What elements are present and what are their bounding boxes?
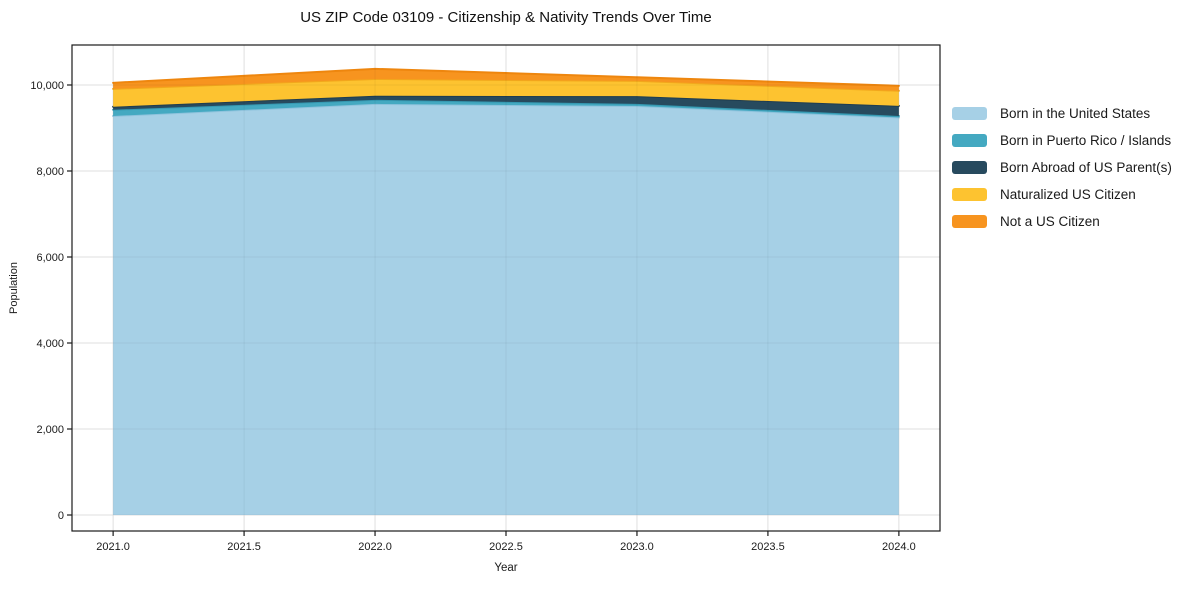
x-tick-label: 2022.0 (358, 541, 392, 553)
x-tick-label: 2024.0 (882, 541, 916, 553)
legend-swatch-naturalized-us-citizen (952, 188, 987, 201)
chart-title: US ZIP Code 03109 - Citizenship & Nativi… (300, 9, 712, 26)
y-tick-label: 4,000 (36, 338, 64, 350)
legend-label: Not a US Citizen (1000, 214, 1100, 229)
legend-item-born-abroad-of-us-parent-s: Born Abroad of US Parent(s) (952, 154, 1172, 181)
area-born-in-the-united-states (113, 103, 899, 516)
legend-label: Born in Puerto Rico / Islands (1000, 133, 1172, 148)
legend-label: Naturalized US Citizen (1000, 187, 1136, 202)
x-tick-label: 2021.0 (96, 541, 130, 553)
x-axis-label: Year (494, 562, 518, 574)
legend-swatch-born-in-puerto-rico-islands (952, 134, 987, 147)
legend-item-naturalized-us-citizen: Naturalized US Citizen (952, 181, 1172, 208)
area-born-abroad-of-us-parent-s (113, 95, 899, 116)
legend-label: Born Abroad of US Parent(s) (1000, 160, 1172, 175)
legend: Born in the United States Born in Puerto … (952, 100, 1172, 235)
y-axis-label: Population (8, 262, 20, 314)
x-tick-label: 2021.5 (227, 541, 261, 553)
legend-swatch-not-a-us-citizen (952, 215, 987, 228)
legend-label: Born in the United States (1000, 106, 1151, 121)
area-not-a-us-citizen (113, 68, 899, 91)
legend-swatch-born-abroad-of-us-parent-s (952, 161, 987, 174)
x-tick-label: 2022.5 (489, 541, 523, 553)
legend-item-born-in-the-united-states: Born in the United States (952, 100, 1172, 127)
y-tick-label: 6,000 (36, 252, 64, 264)
y-tick-label: 0 (58, 510, 64, 522)
area-line-not-a-us-citizen (112, 67, 900, 87)
area-naturalized-us-citizen (113, 78, 899, 107)
legend-swatch-born-in-the-united-states (952, 107, 987, 120)
x-tick-label: 2023.0 (620, 541, 654, 553)
y-tick-label: 2,000 (36, 424, 64, 436)
y-tick-label: 10,000 (30, 80, 64, 92)
legend-item-not-a-us-citizen: Not a US Citizen (952, 208, 1172, 235)
area-born-in-puerto-rico-islands (113, 99, 899, 118)
x-tick-label: 2023.5 (751, 541, 785, 553)
legend-item-born-in-puerto-rico-islands: Born in Puerto Rico / Islands (952, 127, 1172, 154)
y-tick-label: 8,000 (36, 166, 64, 178)
